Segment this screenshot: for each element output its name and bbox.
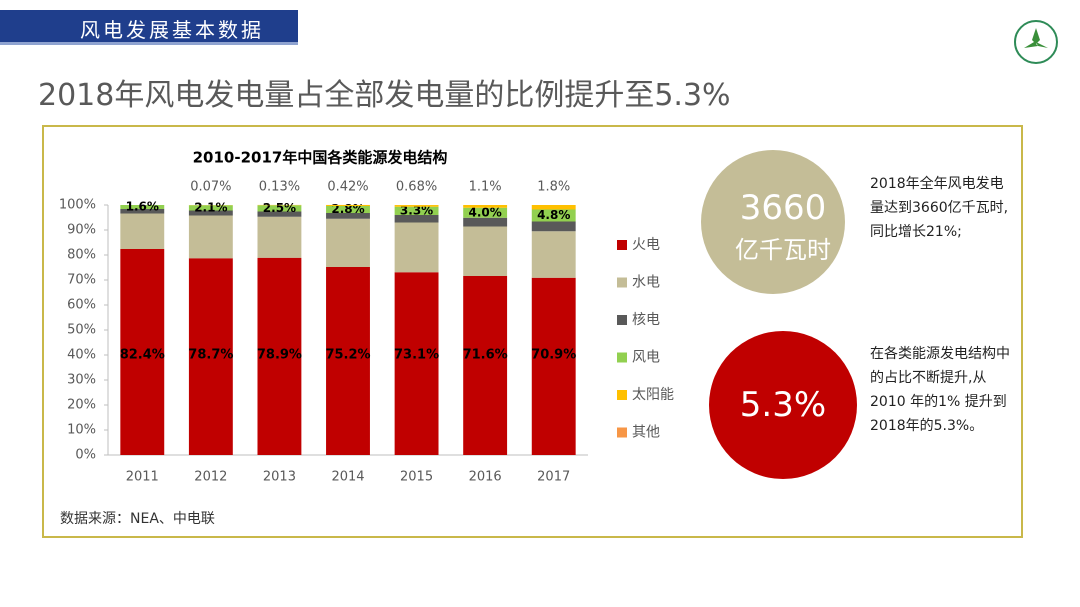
legend-swatch [617,240,627,250]
bar-segment [188,258,233,455]
bar-segment [463,207,508,218]
y-tick-label: 10% [67,423,96,438]
x-tick-label: 2015 [400,470,433,485]
x-tick-label: 2016 [469,470,502,485]
legend-label: 火电 [632,237,660,253]
data-label: 4.8% [537,208,570,222]
data-label: 73.1% [394,348,439,363]
data-label: 4.0% [469,205,502,219]
highlight-unit: 亿千瓦时 [735,236,831,264]
bar-segment [120,209,165,214]
bar-segment [188,215,233,259]
bar-segment [257,216,302,258]
bar-segment [531,205,576,210]
legend-swatch [617,277,627,288]
y-tick-label: 0% [75,448,96,463]
data-label: 70.9% [531,348,576,363]
legend-swatch [617,390,627,400]
data-label: 71.6% [463,348,508,363]
bar-segment [531,221,576,232]
bar-segment [394,206,439,215]
data-label: 1.6% [126,200,159,214]
data-label: 2.1% [194,200,227,214]
x-tick-label: 2014 [331,470,364,485]
legend-label: 其他 [632,425,660,441]
data-label: 75.2% [325,348,370,363]
y-tick-label: 90% [67,223,96,238]
bar-segment [394,205,439,207]
bar-segment [120,249,165,455]
data-label: 78.7% [188,348,233,363]
highlight-text: 2018年全年风电发电量达到3660亿千瓦时,同比增长21%; [870,176,1009,240]
legend-label: 水电 [632,275,660,291]
bar-segment [326,267,370,455]
y-tick-label: 30% [67,373,96,388]
bar-segment [463,217,508,227]
y-tick-label: 50% [67,323,96,338]
page-title: 2018年风电发电量占全部发电量的比例提升至5.3% [38,78,731,113]
data-label: 2.8% [331,202,364,216]
bar-segment [188,210,233,216]
bar-segment [326,204,370,206]
data-label: 78.9% [257,348,302,363]
y-tick-label: 40% [67,348,96,363]
data-label: 2.5% [263,201,296,215]
x-tick-label: 2012 [194,470,227,485]
data-label: 1.1% [469,180,502,195]
highlight-1 [701,150,845,294]
chart-title: 2010-2017年中国各类能源发电结构 [193,149,448,167]
y-tick-label: 20% [67,398,96,413]
logo [1014,20,1058,64]
x-tick-label: 2013 [263,470,296,485]
data-label: 0.13% [259,180,300,195]
y-tick-label: 80% [67,248,96,263]
data-label: 3.3% [400,203,433,217]
section-bar [0,10,298,42]
section-line [0,42,298,45]
bar-segment [188,205,233,211]
legend-label: 核电 [632,312,660,328]
bar-segment [326,218,370,267]
legend-swatch [617,427,627,438]
bar-segment [257,211,302,217]
data-label: 0.68% [396,180,437,195]
bar-segment [394,222,439,273]
legend-label: 太阳能 [632,387,674,403]
bar-segment [394,272,439,455]
data-label: 1.8% [537,180,570,195]
bar-segment [326,206,370,213]
y-tick-label: 70% [67,273,96,288]
y-tick-label: 60% [67,298,96,313]
bar-segment [463,226,508,276]
legend-swatch [617,315,627,325]
highlight-value: 5.3% [739,385,827,425]
bar-segment [326,213,370,219]
bar-segment [394,215,439,223]
highlight-2 [709,331,857,479]
bar-segment [257,257,302,455]
bar-segment [120,213,165,249]
legend-swatch [617,352,627,363]
highlight-value: 3660 [739,188,827,228]
bar-segment [463,276,508,455]
bar-segment [531,277,576,455]
content-frame [42,125,1023,538]
bar-segment [257,205,302,212]
highlight-text: 在各类能源发电结构中的占比不断提升,从 2010 年的1% 提升到2018年的5… [870,346,1010,434]
bar-segment [531,209,576,222]
bar-segment [531,231,576,278]
x-tick-label: 2011 [126,470,159,485]
section-title: 风电发展基本数据 [80,18,264,42]
x-tick-label: 2017 [537,470,570,485]
source: 数据来源：NEA、中电联 [60,511,215,527]
legend-label: 风电 [632,350,660,366]
y-tick-label: 100% [59,198,96,213]
data-label: 82.4% [120,348,165,363]
data-label: 0.07% [190,180,231,195]
bar-segment [120,205,165,209]
bar-segment [463,205,508,208]
data-label: 0.42% [327,180,368,195]
